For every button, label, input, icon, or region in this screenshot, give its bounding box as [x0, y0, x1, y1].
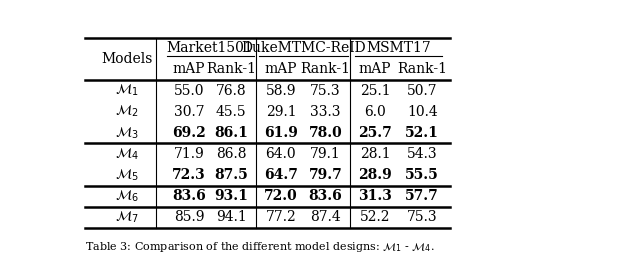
Text: 25.1: 25.1 [360, 84, 390, 98]
Text: 52.1: 52.1 [405, 126, 439, 140]
Text: 50.7: 50.7 [407, 84, 438, 98]
Text: 64.0: 64.0 [266, 147, 296, 161]
Text: $\mathcal{M}_4$: $\mathcal{M}_4$ [115, 146, 139, 162]
Text: $\mathcal{M}_7$: $\mathcal{M}_7$ [115, 210, 139, 225]
Text: Rank-1: Rank-1 [397, 62, 447, 76]
Text: MSMT17: MSMT17 [366, 41, 431, 55]
Text: DukeMTMC-ReID: DukeMTMC-ReID [241, 41, 365, 55]
Text: 29.1: 29.1 [266, 105, 296, 119]
Text: 85.9: 85.9 [174, 210, 204, 224]
Text: 86.8: 86.8 [216, 147, 246, 161]
Text: 69.2: 69.2 [172, 126, 206, 140]
Text: $\mathcal{M}_5$: $\mathcal{M}_5$ [115, 168, 139, 183]
Text: 64.7: 64.7 [264, 168, 298, 182]
Text: 78.0: 78.0 [308, 126, 342, 140]
Text: Models: Models [101, 52, 153, 66]
Text: 57.7: 57.7 [405, 189, 439, 203]
Text: 79.1: 79.1 [310, 147, 341, 161]
Text: 71.9: 71.9 [173, 147, 205, 161]
Text: $\mathcal{M}_3$: $\mathcal{M}_3$ [115, 125, 139, 140]
Text: 77.2: 77.2 [266, 210, 296, 224]
Text: $\mathcal{M}_2$: $\mathcal{M}_2$ [115, 104, 139, 119]
Text: 10.4: 10.4 [407, 105, 438, 119]
Text: 86.1: 86.1 [214, 126, 248, 140]
Text: 87.5: 87.5 [214, 168, 248, 182]
Text: Market1501: Market1501 [167, 41, 253, 55]
Text: 94.1: 94.1 [216, 210, 246, 224]
Text: 28.1: 28.1 [360, 147, 390, 161]
Text: 28.9: 28.9 [358, 168, 392, 182]
Text: 30.7: 30.7 [174, 105, 204, 119]
Text: 76.8: 76.8 [216, 84, 246, 98]
Text: 55.0: 55.0 [174, 84, 204, 98]
Text: $\mathcal{M}_6$: $\mathcal{M}_6$ [115, 189, 139, 204]
Text: 55.5: 55.5 [405, 168, 439, 182]
Text: 87.4: 87.4 [310, 210, 341, 224]
Text: Rank-1: Rank-1 [301, 62, 351, 76]
Text: 72.0: 72.0 [264, 189, 298, 203]
Text: 25.7: 25.7 [358, 126, 392, 140]
Text: 75.3: 75.3 [310, 84, 341, 98]
Text: Table 3: Comparison of the different model designs: $\mathcal{M}_1$ - $\mathcal{: Table 3: Comparison of the different mod… [85, 240, 435, 254]
Text: mAP: mAP [264, 62, 297, 76]
Text: 54.3: 54.3 [407, 147, 438, 161]
Text: $\mathcal{M}_1$: $\mathcal{M}_1$ [115, 83, 139, 98]
Text: 33.3: 33.3 [310, 105, 340, 119]
Text: 31.3: 31.3 [358, 189, 392, 203]
Text: mAP: mAP [173, 62, 205, 76]
Text: 83.6: 83.6 [172, 189, 206, 203]
Text: 6.0: 6.0 [364, 105, 386, 119]
Text: 79.7: 79.7 [308, 168, 342, 182]
Text: 61.9: 61.9 [264, 126, 298, 140]
Text: 45.5: 45.5 [216, 105, 246, 119]
Text: 58.9: 58.9 [266, 84, 296, 98]
Text: 83.6: 83.6 [308, 189, 342, 203]
Text: mAP: mAP [359, 62, 392, 76]
Text: 52.2: 52.2 [360, 210, 390, 224]
Text: 93.1: 93.1 [214, 189, 248, 203]
Text: 72.3: 72.3 [172, 168, 206, 182]
Text: Rank-1: Rank-1 [206, 62, 256, 76]
Text: 75.3: 75.3 [407, 210, 438, 224]
